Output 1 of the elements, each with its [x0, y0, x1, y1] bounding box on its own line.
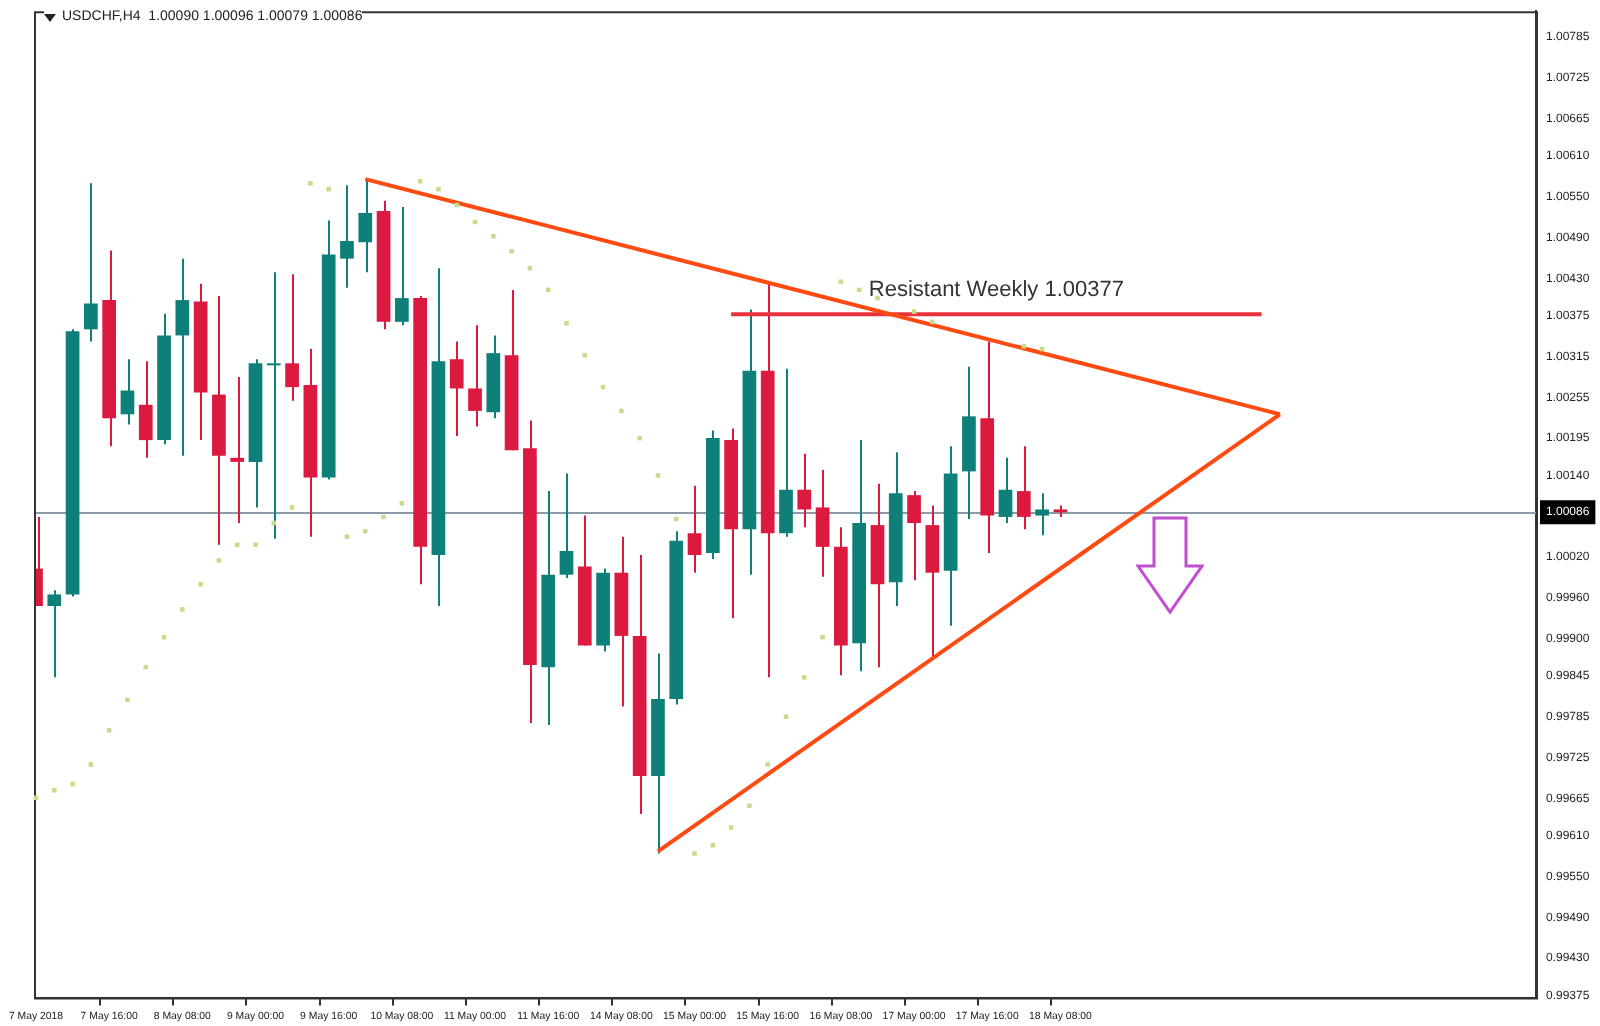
annotation: Resistant Weekly 1.00377	[868, 278, 1124, 303]
